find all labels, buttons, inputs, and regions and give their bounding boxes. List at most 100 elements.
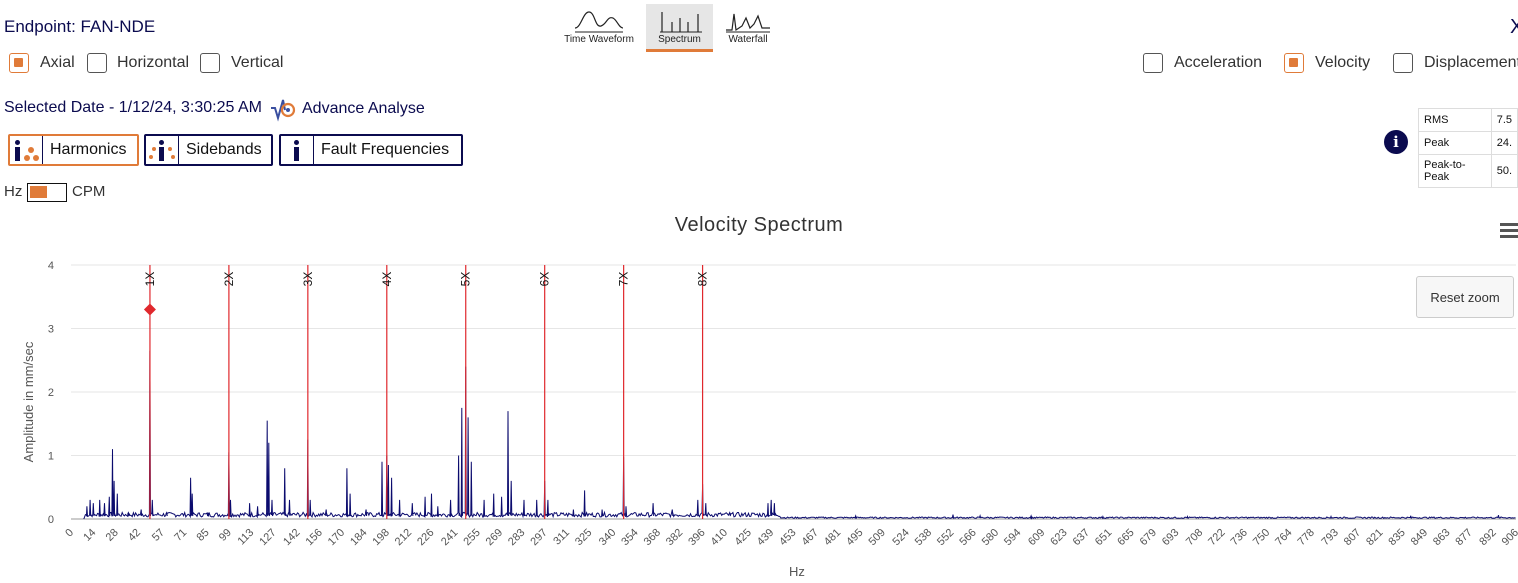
- x-tick-label: 552: [935, 527, 956, 548]
- x-tick-label: 184: [348, 527, 369, 548]
- x-tick-label: 354: [619, 527, 640, 548]
- tab-time-waveform[interactable]: Time Waveform: [562, 8, 636, 52]
- fault-frequencies-button[interactable]: Fault Frequencies: [279, 134, 463, 166]
- reset-zoom-button[interactable]: Reset zoom: [1416, 276, 1514, 318]
- x-tick-label: 99: [217, 527, 234, 544]
- y-axis-label: Amplitude in mm/sec: [21, 341, 36, 462]
- x-tick-label: 594: [1002, 527, 1023, 548]
- harmonic-label: 2X: [222, 272, 236, 287]
- x-tick-label: 651: [1093, 527, 1114, 548]
- x-tick-label: 396: [686, 527, 707, 548]
- hz-label: Hz: [4, 183, 23, 200]
- x-tick-label: 863: [1431, 527, 1452, 548]
- time-waveform-icon: [574, 11, 624, 33]
- endpoint-title: Endpoint: FAN-NDE: [4, 17, 156, 36]
- sidebands-label: Sidebands: [186, 141, 262, 158]
- x-tick-label: 509: [866, 527, 887, 548]
- x-tick-label: 637: [1071, 527, 1092, 548]
- stat-label: Peak-to-Peak: [1418, 154, 1492, 188]
- stats-row: RMS 7.5: [1418, 108, 1518, 132]
- stat-value: 7.5: [1490, 108, 1518, 132]
- harmonics-button[interactable]: Harmonics: [8, 134, 139, 166]
- tab-waterfall[interactable]: Waterfall: [722, 8, 774, 52]
- x-tick-label: 142: [281, 527, 302, 548]
- chart-menu-icon[interactable]: [1500, 220, 1518, 241]
- stats-table: RMS 7.5 Peak 24. Peak-to-Peak 50.: [1418, 108, 1518, 188]
- stat-value: 24.: [1490, 131, 1518, 155]
- harmonics-icon: [10, 136, 43, 164]
- fault-frequencies-icon: [281, 136, 314, 164]
- x-tick-label: 127: [257, 527, 278, 548]
- harmonic-label: 4X: [380, 272, 394, 287]
- stat-value: 50.: [1490, 154, 1518, 188]
- velocity-checkbox[interactable]: [1284, 53, 1304, 73]
- axial-checkbox[interactable]: [9, 53, 29, 73]
- x-tick-label: 170: [326, 527, 347, 548]
- y-tick-label: 0: [48, 514, 54, 526]
- x-tick-label: 495: [844, 527, 865, 548]
- info-icon[interactable]: i: [1384, 130, 1408, 154]
- sidebands-button[interactable]: Sidebands: [144, 134, 273, 166]
- x-tick-label: 609: [1026, 527, 1047, 548]
- x-tick-label: 693: [1160, 527, 1181, 548]
- chart-title: Velocity Spectrum: [674, 214, 844, 236]
- x-tick-label: 340: [597, 527, 618, 548]
- x-tick-label: 679: [1138, 527, 1159, 548]
- x-tick-label: 623: [1048, 527, 1069, 548]
- x-tick-label: 736: [1229, 527, 1250, 548]
- x-tick-label: 849: [1409, 527, 1430, 548]
- harmonic-label: 1X: [143, 272, 157, 287]
- harmonic-label: 3X: [301, 272, 315, 287]
- selected-date: Selected Date - 1/12/24, 3:30:25 AM: [4, 99, 262, 116]
- stats-row: Peak-to-Peak 50.: [1418, 154, 1518, 188]
- close-icon[interactable]: X: [1510, 16, 1518, 38]
- stat-label: Peak: [1418, 131, 1492, 155]
- acceleration-checkbox[interactable]: [1143, 53, 1163, 73]
- horizontal-checkbox[interactable]: [87, 53, 107, 73]
- x-tick-label: 665: [1115, 527, 1136, 548]
- spectrum-series-line: [83, 350, 1516, 520]
- harmonics-label: Harmonics: [50, 141, 127, 158]
- x-tick-label: 410: [709, 527, 730, 548]
- x-tick-label: 439: [755, 527, 776, 548]
- x-tick-label: 906: [1500, 527, 1518, 548]
- x-tick-label: 708: [1184, 527, 1205, 548]
- x-tick-label: 538: [913, 527, 934, 548]
- x-tick-label: 311: [551, 527, 572, 548]
- vertical-label: Vertical: [231, 54, 284, 71]
- x-tick-label: 71: [172, 527, 189, 544]
- x-tick-label: 241: [439, 527, 460, 548]
- horizontal-label: Horizontal: [117, 54, 190, 71]
- y-tick-label: 4: [48, 260, 54, 272]
- x-tick-label: 269: [484, 527, 505, 548]
- x-tick-label: 793: [1319, 527, 1340, 548]
- y-tick-label: 2: [48, 387, 54, 399]
- x-tick-label: 57: [150, 527, 167, 544]
- y-tick-label: 3: [48, 324, 54, 336]
- advance-analyse-icon[interactable]: [269, 96, 297, 122]
- displacement-checkbox[interactable]: [1393, 53, 1413, 73]
- acceleration-label: Acceleration: [1174, 54, 1263, 71]
- x-tick-label: 0: [63, 527, 76, 540]
- x-tick-label: 42: [126, 527, 143, 544]
- x-tick-label: 28: [104, 527, 121, 544]
- x-tick-label: 835: [1386, 527, 1407, 548]
- x-tick-label: 892: [1477, 527, 1498, 548]
- tab-spectrum[interactable]: Spectrum: [646, 4, 713, 52]
- hz-cpm-toggle[interactable]: [27, 183, 67, 202]
- displacement-label: Displacement: [1424, 54, 1518, 71]
- x-tick-label: 821: [1364, 527, 1385, 548]
- x-tick-label: 85: [195, 527, 212, 544]
- x-tick-label: 368: [642, 527, 663, 548]
- fault-frequencies-label: Fault Frequencies: [321, 141, 450, 158]
- vertical-checkbox[interactable]: [200, 53, 220, 73]
- x-axis-label: Hz: [789, 564, 805, 579]
- x-tick-label: 764: [1273, 527, 1294, 548]
- advance-analyse-link[interactable]: Advance Analyse: [302, 100, 425, 117]
- x-tick-label: 481: [822, 527, 843, 548]
- x-tick-label: 325: [573, 527, 594, 548]
- toggle-knob: [30, 186, 47, 198]
- x-tick-label: 382: [664, 527, 685, 548]
- x-tick-label: 453: [777, 527, 798, 548]
